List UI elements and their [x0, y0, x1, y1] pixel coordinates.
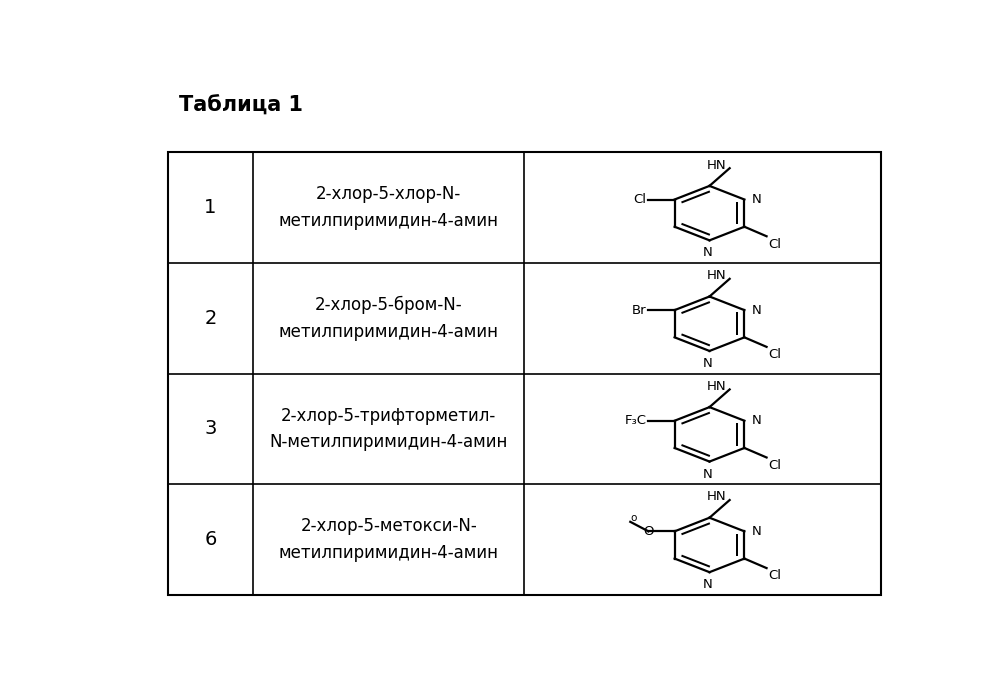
Text: 2-хлор-5-хлор-N-
метилпиримидин-4-амин: 2-хлор-5-хлор-N- метилпиримидин-4-амин — [279, 186, 499, 230]
Text: N: N — [752, 303, 761, 317]
Text: 2-хлор-5-метокси-N-
метилпиримидин-4-амин: 2-хлор-5-метокси-N- метилпиримидин-4-ами… — [279, 517, 499, 562]
Text: 2-хлор-5-трифторметил-
N-метилпиримидин-4-амин: 2-хлор-5-трифторметил- N-метилпиримидин-… — [269, 407, 508, 451]
Text: o: o — [630, 513, 637, 523]
Text: HN: HN — [707, 490, 726, 503]
Text: Таблица 1: Таблица 1 — [179, 95, 303, 116]
Text: N: N — [703, 246, 712, 259]
Text: Cl: Cl — [769, 459, 782, 472]
Text: 2: 2 — [204, 309, 217, 328]
Text: 2-хлор-5-бром-N-
метилпиримидин-4-амин: 2-хлор-5-бром-N- метилпиримидин-4-амин — [279, 296, 499, 341]
Text: N: N — [703, 468, 712, 481]
Text: N: N — [703, 357, 712, 370]
Bar — [168, 152, 881, 595]
Text: Cl: Cl — [769, 569, 782, 583]
Text: Cl: Cl — [769, 348, 782, 361]
Text: N: N — [752, 414, 761, 427]
Text: HN: HN — [707, 158, 726, 171]
Text: 3: 3 — [204, 420, 217, 439]
Text: Cl: Cl — [633, 193, 646, 206]
Text: F₃C: F₃C — [624, 414, 646, 427]
Text: HN: HN — [707, 379, 726, 393]
Text: O: O — [643, 525, 654, 538]
Text: N: N — [703, 578, 712, 591]
Text: N: N — [752, 193, 761, 206]
Text: N: N — [752, 525, 761, 538]
Text: 6: 6 — [204, 530, 217, 549]
Text: Cl: Cl — [769, 237, 782, 251]
Text: HN: HN — [707, 269, 726, 282]
Text: 1: 1 — [204, 198, 217, 217]
Text: Br: Br — [632, 303, 646, 317]
